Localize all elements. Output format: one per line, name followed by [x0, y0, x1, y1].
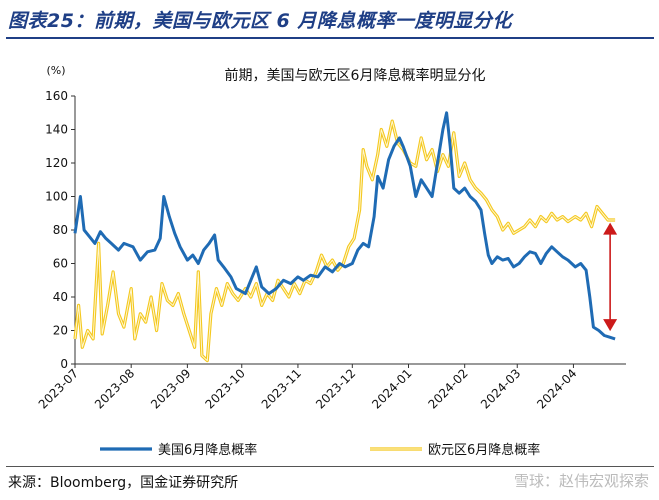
y-tick-label: 160: [45, 89, 68, 103]
source-rule: [6, 466, 654, 467]
y-tick-label: 80: [53, 223, 68, 237]
y-tick-label: 0: [60, 357, 68, 371]
line-chart: 前期，美国与欧元区6月降息概率明显分化 (%) 0 20 40 60 80 100 120 1…: [36, 64, 626, 458]
x-tick-label: 2023-11: [259, 366, 304, 411]
divergence-arrow-head-up: [603, 222, 618, 235]
x-tick-label: 2023-07: [36, 366, 81, 411]
legend-label: 欧元区6月降息概率: [428, 442, 540, 458]
series-line-eu-core: [74, 120, 616, 362]
watermark: 雪球：赵伟宏观探索: [513, 472, 649, 490]
x-tick-label: 2024-01: [369, 366, 414, 411]
y-tick-label: 140: [45, 123, 68, 137]
figure-title: 图表25：前期，美国与欧元区 6 月降息概率一度明显分化: [8, 10, 512, 32]
x-tick-label: 2024-04: [534, 366, 579, 411]
chart-title: 前期，美国与欧元区6月降息概率明显分化: [225, 67, 486, 84]
x-tick-label: 2023-08: [92, 366, 137, 411]
y-tick-label: 60: [53, 257, 68, 271]
x-tick-label: 2023-09: [148, 366, 193, 411]
y-tick-label: 20: [53, 324, 68, 338]
series-line-us: [73, 111, 616, 341]
title-rule: [6, 37, 654, 39]
x-tick-label: 2023-10: [203, 366, 248, 411]
legend-item-eu: 欧元区6月降息概率: [370, 442, 540, 458]
divergence-arrow-head-down: [603, 319, 618, 332]
y-axis-unit: (%): [46, 64, 65, 77]
y-tick-label: 100: [45, 190, 68, 204]
y-tick-label: 40: [53, 290, 68, 304]
x-tick-label: 2024-02: [425, 366, 470, 411]
legend-item-us: 美国6月降息概率: [100, 442, 257, 458]
x-tick-label: 2023-12: [313, 366, 358, 411]
x-tick-label: 2024-03: [478, 366, 523, 411]
y-tick-label: 120: [45, 156, 68, 170]
source-note: 来源：Bloomberg，国金证券研究所: [8, 475, 239, 491]
legend-label: 美国6月降息概率: [158, 442, 257, 458]
